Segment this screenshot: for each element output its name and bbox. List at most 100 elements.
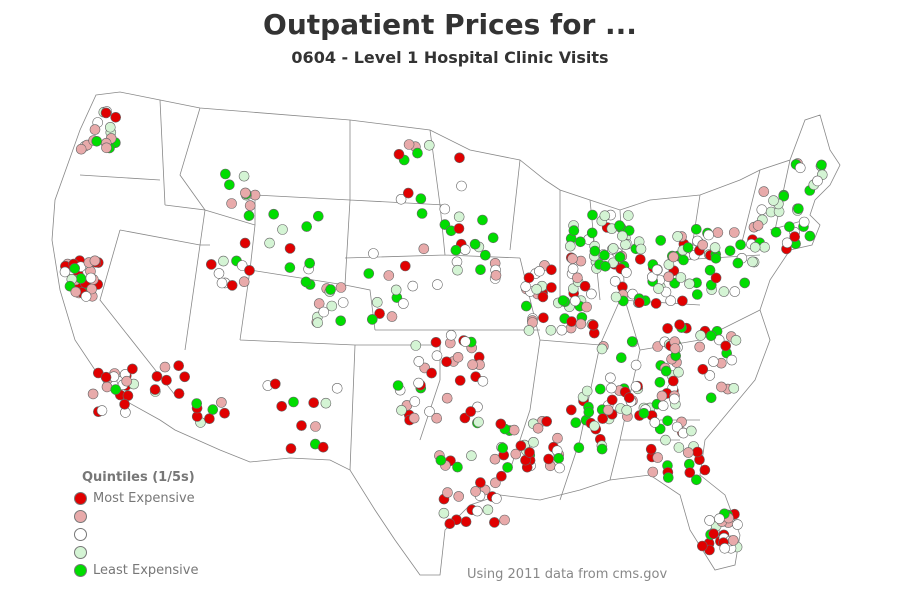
hospital-dot [470,486,481,497]
hospital-dot [663,271,675,283]
hospital-dot [690,224,702,235]
hospital-dot [727,535,739,546]
hospital-dot [638,407,650,419]
hospital-dot [310,421,321,432]
hospital-dot [399,260,411,272]
hospital-dot [70,286,82,298]
hospital-dot [669,343,681,354]
hospital-dot [630,359,642,371]
hospital-dot [326,300,338,312]
hospital-dot [403,139,415,150]
hospital-dot [724,245,736,257]
hospital-dot [520,300,532,312]
hospital-dot [393,149,405,160]
hospital-dot [570,417,582,429]
hospital-dot [728,382,740,394]
hospital-dot [534,265,545,277]
hospital-dot [366,314,378,325]
hospital-dot [654,376,666,388]
hospital-dot [668,251,679,263]
hospital-dot [452,461,463,473]
hospital-dot [431,412,443,424]
hospital-dot [541,416,553,427]
hospital-dot [606,382,617,394]
hospital-dot [445,329,457,341]
hospital-dot [467,359,478,371]
hospital-dot [89,255,101,267]
hospital-dot [759,241,770,253]
hospital-dot [752,220,764,231]
hospital-dot [240,187,251,199]
hospital-dot [161,374,172,386]
hospital-dot [475,477,486,488]
hospital-dot [726,354,738,366]
hospital-dot [226,280,238,291]
hospital-dot [672,231,683,242]
hospital-dot [269,378,281,390]
hospital-dot [610,291,622,303]
hospital-dot [719,542,731,554]
hospital-dot [159,361,171,373]
hospital-dot [691,289,703,300]
hospital-dot [581,301,592,313]
hospital-dot [149,384,161,395]
hospital-dot [662,415,673,427]
hospital-dot [569,295,581,307]
hospital-dot [564,240,576,252]
hospital-dot [301,221,313,232]
hospital-dot [469,238,481,250]
legend: Quintiles (1/5s) Most Expensive Least Ex… [74,470,198,579]
hospital-dot [696,540,708,552]
hospital-dot [335,282,347,293]
hospital-dot [554,462,565,474]
hospital-dot [127,363,138,375]
hospital-dot [206,259,217,270]
hospital-dot [565,404,577,416]
hospital-dot [216,397,227,408]
hospital-dot [599,249,610,261]
hospital-dot [424,406,435,417]
hospital-dot [284,243,296,254]
hospital-dot [557,295,569,306]
hospital-dot [453,223,465,234]
hospital-dot [460,516,472,528]
hospital-dot [538,312,549,324]
hospital-dot [714,513,725,525]
hospital-dot [732,257,744,269]
hospital-dot [545,324,557,336]
hospital-dot [59,266,71,278]
hospital-dot [682,242,694,253]
hospital-dot [441,392,453,404]
hospital-dot [589,245,601,257]
hospital-dot [546,264,557,276]
hospital-dot [75,143,87,155]
hospital-dots [59,106,828,556]
hospital-dot [495,418,507,430]
source-note: Using 2011 data from cms.gov [467,567,668,582]
hospital-dot [288,396,299,408]
hospital-dot [337,297,349,308]
hospital-dot [614,220,625,231]
hospital-dot [392,380,404,391]
hospital-dot [477,375,489,387]
hospital-dot [804,230,816,242]
hospital-dot [543,453,554,465]
hospital-dot [662,323,673,334]
hospital-dot [704,515,715,526]
hospital-dot [621,267,632,278]
hospital-dot [453,491,465,502]
hospital-dot [705,392,717,404]
hospital-dot [531,283,542,295]
hospital-dot [768,195,779,206]
hospital-dot [276,400,288,412]
hospital-dot [678,254,689,266]
hospital-dot [789,231,801,242]
hospital-dot [596,443,608,455]
hospital-dot [606,394,618,406]
legend-swatch-q2 [74,509,87,523]
hospital-dot [244,200,256,211]
hospital-dot [645,443,657,455]
hospital-dot [371,296,383,308]
hospital-dot [650,298,662,309]
hospital-dot [579,280,591,292]
